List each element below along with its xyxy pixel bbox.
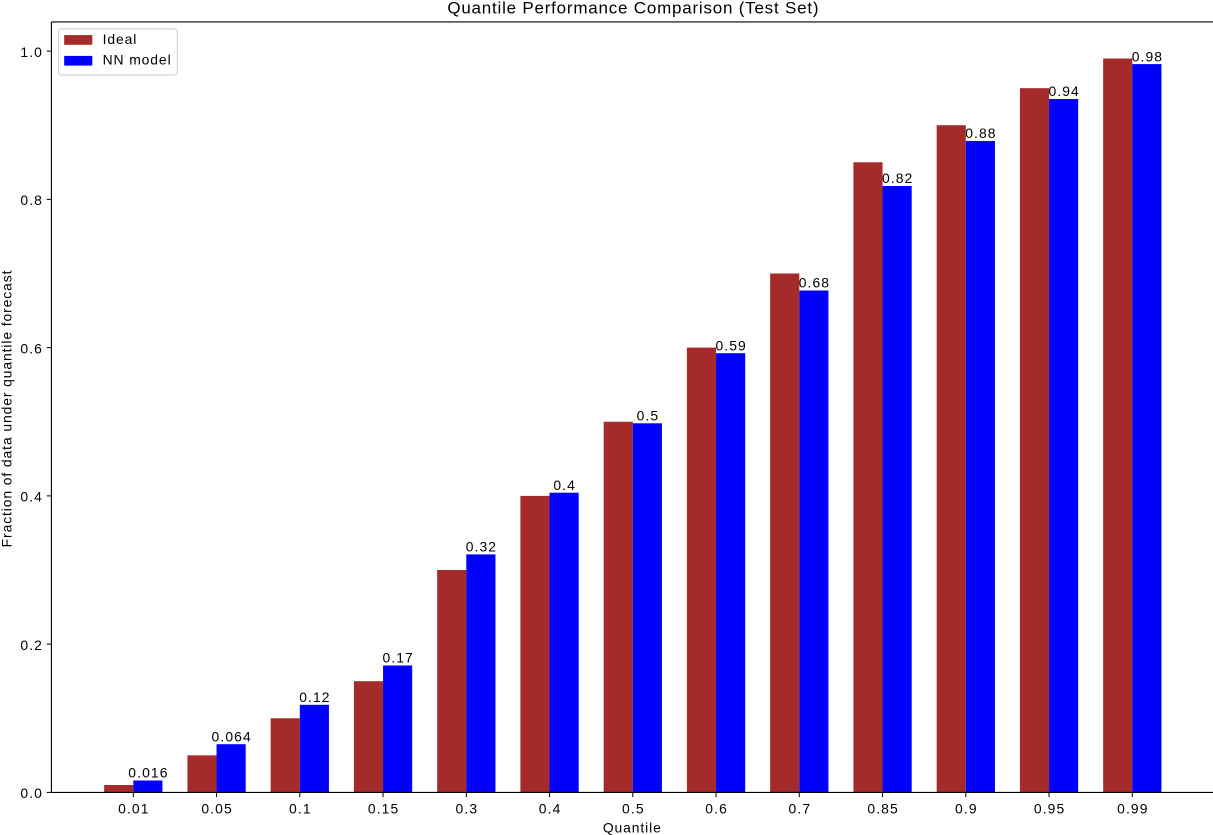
svg-text:0.6: 0.6 (20, 340, 43, 356)
svg-text:0.8: 0.8 (20, 192, 43, 208)
svg-text:Ideal: Ideal (103, 31, 138, 47)
svg-text:0.05: 0.05 (201, 801, 232, 817)
svg-text:0.016: 0.016 (128, 765, 168, 781)
svg-text:0.4: 0.4 (553, 477, 576, 493)
svg-text:0.17: 0.17 (382, 650, 413, 666)
svg-text:0.68: 0.68 (799, 275, 830, 291)
svg-text:0.6: 0.6 (705, 801, 728, 817)
svg-text:0.32: 0.32 (466, 539, 497, 555)
svg-text:0.3: 0.3 (456, 801, 479, 817)
svg-text:0.9: 0.9 (955, 801, 978, 817)
svg-text:Quantile Performance Compariso: Quantile Performance Comparison (Test Se… (447, 0, 819, 17)
svg-text:0.98: 0.98 (1132, 48, 1163, 64)
svg-text:0.2: 0.2 (20, 637, 43, 653)
svg-text:0.15: 0.15 (368, 801, 399, 817)
svg-text:Quantile: Quantile (603, 820, 662, 835)
svg-text:0.12: 0.12 (299, 689, 330, 705)
svg-text:0.88: 0.88 (965, 125, 996, 141)
svg-text:0.5: 0.5 (622, 801, 645, 817)
svg-text:0.4: 0.4 (539, 801, 562, 817)
svg-text:0.59: 0.59 (715, 337, 746, 353)
svg-text:0.5: 0.5 (637, 408, 660, 424)
svg-text:1.0: 1.0 (20, 44, 43, 60)
svg-text:0.4: 0.4 (20, 489, 43, 505)
svg-text:0.7: 0.7 (789, 801, 812, 817)
svg-text:NN model: NN model (103, 52, 172, 68)
svg-text:0.1: 0.1 (289, 801, 312, 817)
svg-text:0.85: 0.85 (867, 801, 898, 817)
svg-text:0.01: 0.01 (118, 801, 149, 817)
svg-text:0.94: 0.94 (1048, 83, 1079, 99)
svg-text:0.82: 0.82 (882, 170, 913, 186)
svg-text:0.95: 0.95 (1034, 801, 1065, 817)
svg-text:0.0: 0.0 (20, 785, 43, 801)
svg-text:Fraction of data under quantil: Fraction of data under quantile forecast (0, 270, 15, 548)
svg-text:0.99: 0.99 (1117, 801, 1148, 817)
svg-text:0.064: 0.064 (212, 728, 252, 744)
